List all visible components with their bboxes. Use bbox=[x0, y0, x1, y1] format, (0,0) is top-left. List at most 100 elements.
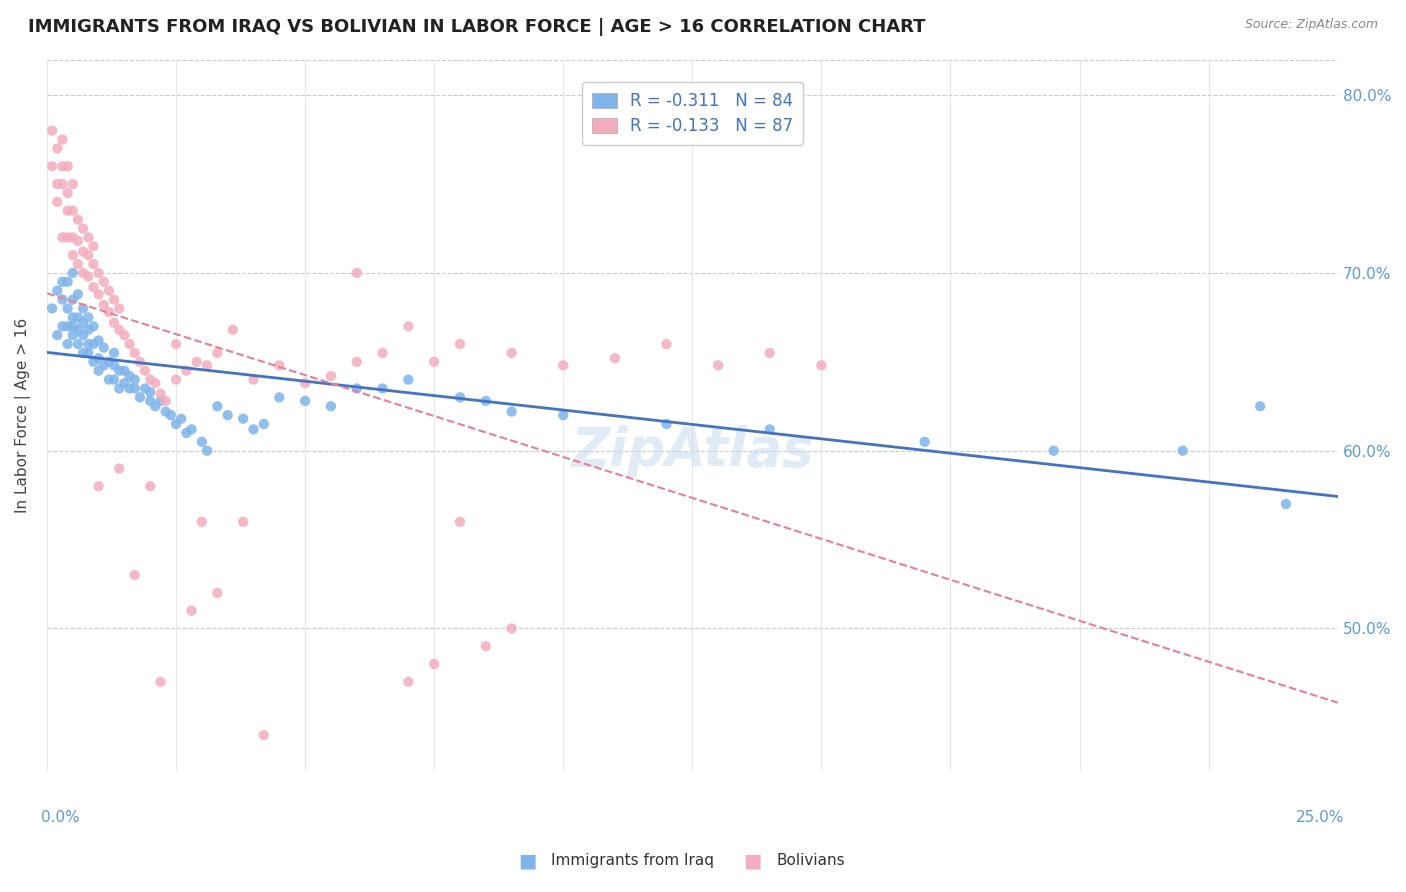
Point bbox=[269, 359, 291, 373]
Point bbox=[82, 257, 104, 271]
Point bbox=[112, 364, 135, 378]
Point bbox=[139, 393, 162, 408]
Point bbox=[51, 159, 73, 173]
Point bbox=[553, 359, 575, 373]
Point bbox=[112, 328, 135, 343]
Point bbox=[46, 141, 69, 155]
Point bbox=[51, 133, 73, 147]
Point bbox=[72, 221, 94, 235]
Point bbox=[475, 393, 498, 408]
Point bbox=[108, 382, 131, 396]
Text: ZipAtlas: ZipAtlas bbox=[571, 425, 814, 476]
Point bbox=[82, 280, 104, 294]
Text: Source: ZipAtlas.com: Source: ZipAtlas.com bbox=[1244, 18, 1378, 31]
Point bbox=[66, 287, 89, 301]
Point bbox=[93, 275, 115, 289]
Point bbox=[62, 266, 84, 280]
Point bbox=[41, 301, 63, 316]
Point bbox=[87, 351, 110, 366]
Point bbox=[62, 230, 84, 244]
Point bbox=[82, 239, 104, 253]
Point bbox=[62, 328, 84, 343]
Point bbox=[134, 364, 156, 378]
Point bbox=[475, 640, 498, 654]
Point bbox=[66, 257, 89, 271]
Point bbox=[253, 728, 276, 742]
Point bbox=[165, 337, 187, 351]
Point bbox=[62, 248, 84, 262]
Point bbox=[118, 369, 141, 384]
Point bbox=[108, 461, 131, 475]
Point bbox=[77, 230, 100, 244]
Point bbox=[62, 310, 84, 325]
Point bbox=[51, 177, 73, 191]
Point bbox=[108, 364, 131, 378]
Point bbox=[87, 266, 110, 280]
Point bbox=[72, 346, 94, 360]
Point bbox=[56, 337, 79, 351]
Text: ■: ■ bbox=[517, 851, 537, 871]
Point bbox=[118, 337, 141, 351]
Point bbox=[134, 382, 156, 396]
Point bbox=[97, 355, 120, 369]
Point bbox=[41, 124, 63, 138]
Point bbox=[207, 346, 229, 360]
Point bbox=[396, 319, 419, 334]
Point bbox=[62, 203, 84, 218]
Point bbox=[82, 337, 104, 351]
Point bbox=[449, 337, 471, 351]
Point bbox=[66, 337, 89, 351]
Point bbox=[222, 323, 245, 337]
Text: 25.0%: 25.0% bbox=[1296, 810, 1344, 825]
Y-axis label: In Labor Force | Age > 16: In Labor Force | Age > 16 bbox=[15, 318, 31, 513]
Point bbox=[66, 212, 89, 227]
Point bbox=[371, 346, 394, 360]
Point bbox=[501, 622, 523, 636]
Point bbox=[253, 417, 276, 431]
Point bbox=[195, 359, 218, 373]
Point bbox=[51, 319, 73, 334]
Point bbox=[319, 369, 342, 384]
Point bbox=[269, 390, 291, 404]
Point bbox=[97, 373, 120, 387]
Point bbox=[72, 266, 94, 280]
Point bbox=[41, 159, 63, 173]
Point bbox=[87, 287, 110, 301]
Point bbox=[97, 305, 120, 319]
Point bbox=[46, 177, 69, 191]
Point bbox=[145, 399, 167, 413]
Point bbox=[155, 404, 177, 418]
Point bbox=[56, 275, 79, 289]
Point bbox=[758, 422, 780, 436]
Point bbox=[655, 337, 678, 351]
Point bbox=[1249, 399, 1271, 413]
Point bbox=[449, 515, 471, 529]
Point bbox=[139, 385, 162, 400]
Point bbox=[1042, 443, 1064, 458]
Point bbox=[103, 293, 125, 307]
Text: 0.0%: 0.0% bbox=[41, 810, 79, 825]
Point bbox=[149, 387, 172, 401]
Point bbox=[707, 359, 730, 373]
Point bbox=[46, 194, 69, 209]
Point bbox=[180, 422, 202, 436]
Point bbox=[124, 568, 146, 582]
Point bbox=[207, 586, 229, 600]
Point bbox=[207, 399, 229, 413]
Point bbox=[77, 346, 100, 360]
Point bbox=[603, 351, 626, 366]
Point bbox=[319, 399, 342, 413]
Point bbox=[77, 323, 100, 337]
Point bbox=[66, 323, 89, 337]
Point bbox=[66, 310, 89, 325]
Point bbox=[66, 234, 89, 248]
Point bbox=[97, 284, 120, 298]
Point bbox=[294, 376, 316, 391]
Point bbox=[93, 359, 115, 373]
Text: IMMIGRANTS FROM IRAQ VS BOLIVIAN IN LABOR FORCE | AGE > 16 CORRELATION CHART: IMMIGRANTS FROM IRAQ VS BOLIVIAN IN LABO… bbox=[28, 18, 925, 36]
Text: ■: ■ bbox=[742, 851, 762, 871]
Point bbox=[77, 269, 100, 284]
Legend: R = -0.311   N = 84, R = -0.133   N = 87: R = -0.311 N = 84, R = -0.133 N = 87 bbox=[582, 82, 803, 145]
Point bbox=[371, 382, 394, 396]
Point bbox=[87, 334, 110, 348]
